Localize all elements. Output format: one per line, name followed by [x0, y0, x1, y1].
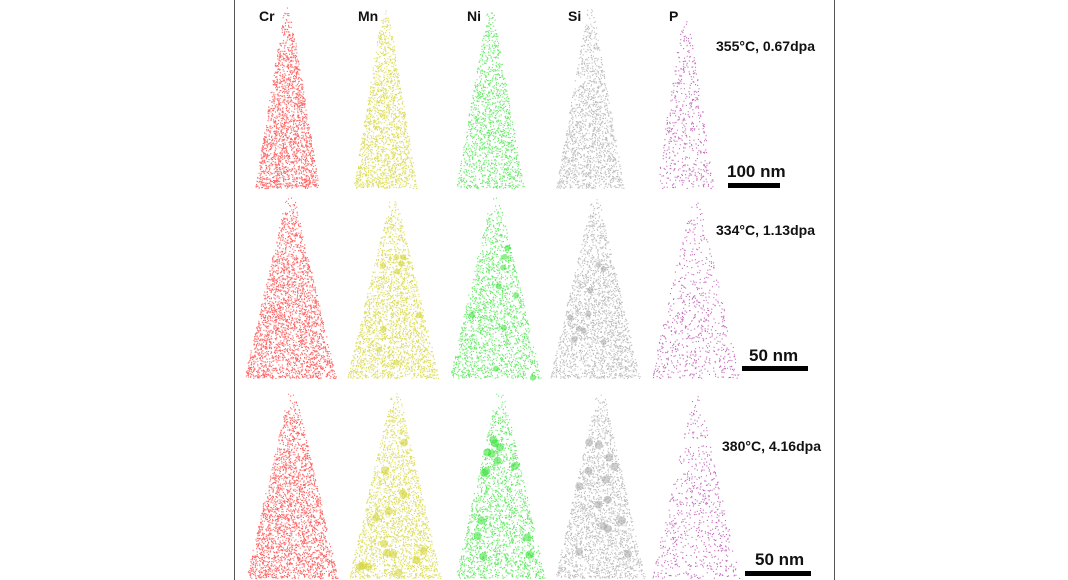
header-si: Si — [568, 8, 582, 24]
header-cr: Cr — [259, 8, 275, 24]
row2-scale-label: 50 nm — [749, 346, 799, 365]
row3-mn-tip — [349, 393, 442, 580]
row1-cr-tip — [255, 7, 319, 190]
row1-si-tip — [556, 9, 625, 190]
row2-si-tip — [550, 199, 641, 380]
row3-ni-tip — [456, 393, 546, 580]
figure-right-border — [834, 0, 835, 580]
row1-mn-tip — [354, 10, 418, 189]
header-p: P — [669, 8, 679, 24]
header-ni: Ni — [467, 8, 481, 24]
row3-condition: 380°C, 4.16dpa — [722, 438, 821, 454]
row3-scale-bar — [745, 571, 811, 576]
row2-cr-tip — [245, 197, 337, 380]
row3-cr-tip — [247, 393, 339, 580]
row2-condition: 334°C, 1.13dpa — [716, 222, 815, 238]
figure-left-border — [234, 0, 235, 580]
row2-scale-bar — [742, 366, 808, 371]
row1-p-tip — [659, 21, 714, 190]
row3-scale-label: 50 nm — [755, 550, 805, 569]
row2-p-tip — [653, 202, 740, 379]
row1-scale-label: 100 nm — [727, 162, 786, 181]
header-mn: Mn — [358, 8, 379, 24]
row1-scale-bar — [728, 183, 780, 188]
row2-ni-tip — [450, 197, 542, 381]
row2-mn-tip — [347, 201, 440, 380]
row1-condition: 355°C, 0.67dpa — [716, 38, 815, 54]
row3-si-tip — [556, 394, 646, 580]
row3-p-tip — [652, 396, 741, 579]
row1-ni-tip — [456, 12, 525, 190]
